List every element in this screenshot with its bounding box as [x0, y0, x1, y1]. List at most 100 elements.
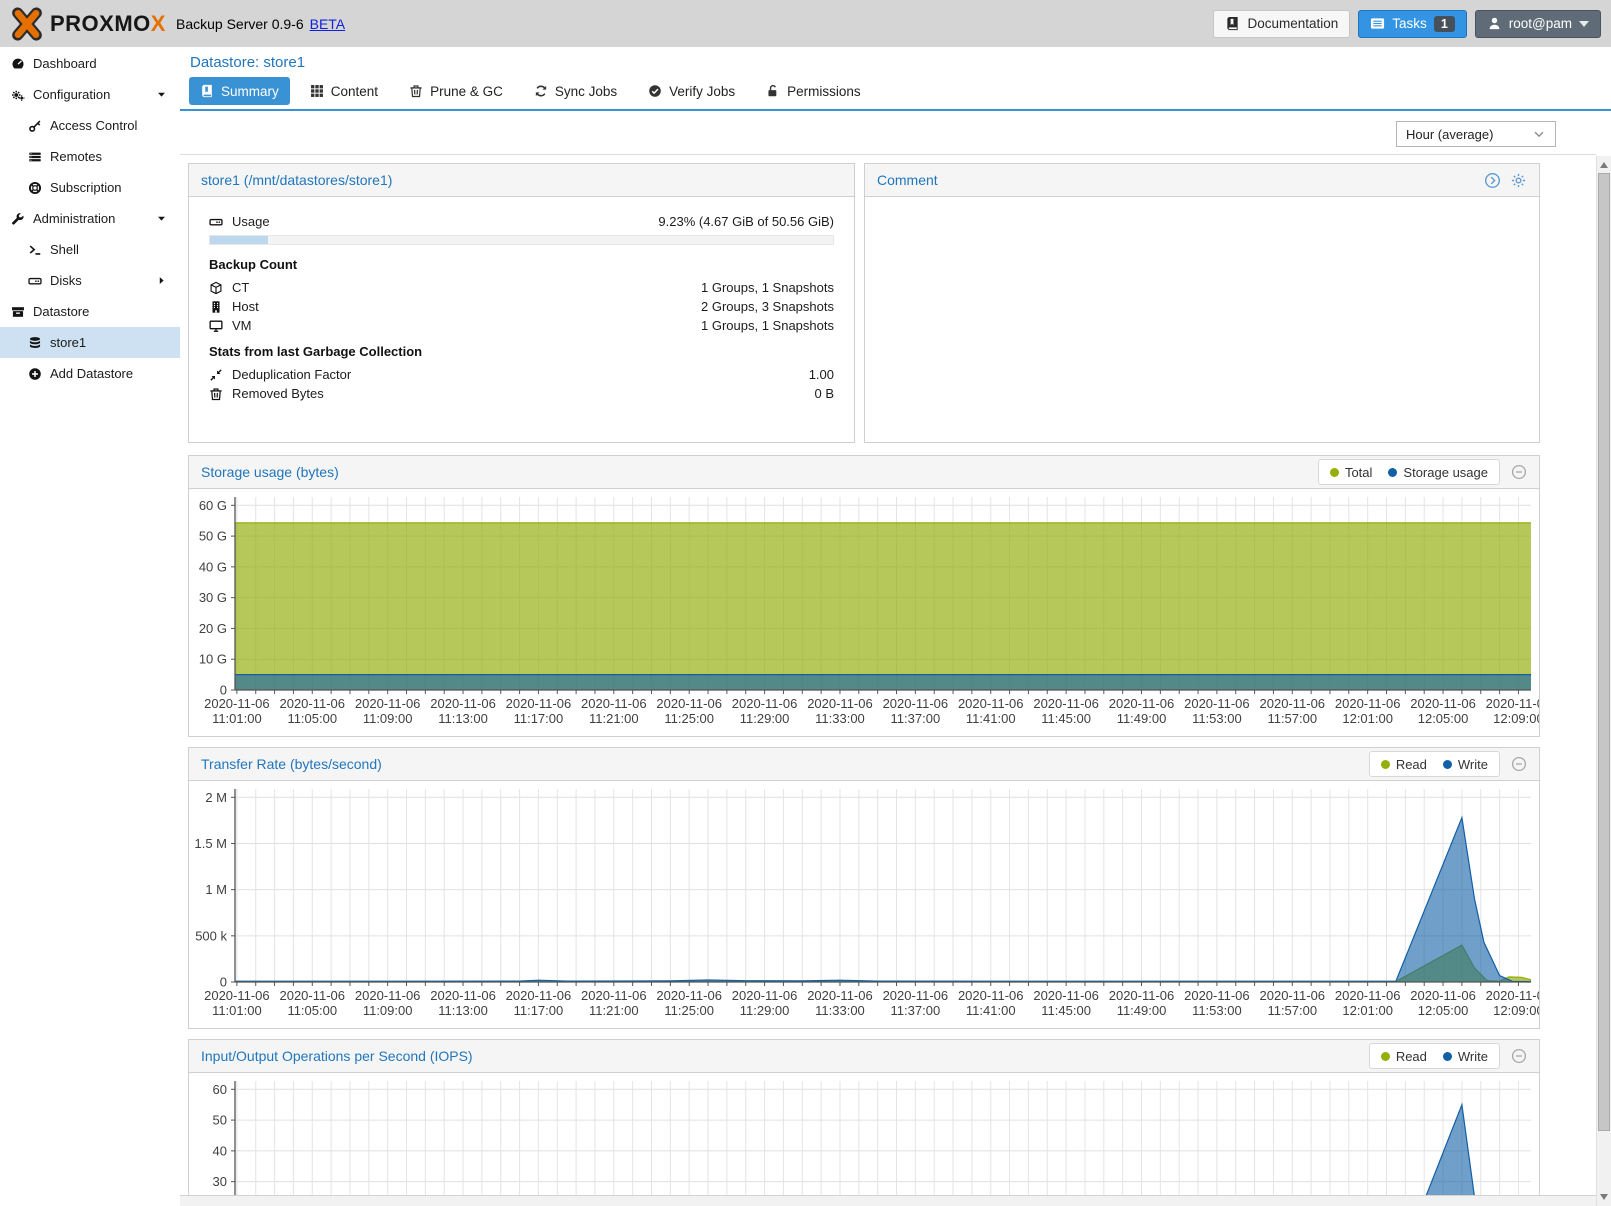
row-label: Deduplication Factor	[232, 367, 352, 382]
chart-plot-storage-usage-bytes: 010 G20 G30 G40 G50 G60 G2020-11-0611:01…	[199, 497, 1539, 726]
documentation-button[interactable]: Documentation	[1213, 9, 1351, 38]
chart-legend: Total Storage usage	[1317, 459, 1500, 485]
legend-item-read[interactable]: Read	[1380, 757, 1427, 772]
usage-progress	[209, 235, 834, 245]
scrollbar-thumb[interactable]	[1598, 173, 1610, 1131]
product-version: Backup Server 0.9-6	[175, 15, 304, 32]
svg-text:12:05:00: 12:05:00	[1418, 1003, 1469, 1018]
svg-text:11:37:00: 11:37:00	[891, 1003, 941, 1018]
svg-text:2 M: 2 M	[205, 790, 227, 805]
tab-sync-jobs[interactable]: Sync Jobs	[523, 77, 628, 105]
tasks-button[interactable]: Tasks 1	[1358, 9, 1467, 38]
sidebar-item-add-datastore[interactable]: Add Datastore	[0, 358, 180, 389]
sidebar-item-remotes[interactable]: Remotes	[0, 141, 180, 172]
svg-text:2020-11-06: 2020-11-06	[1184, 696, 1250, 711]
svg-text:2020-11-06: 2020-11-06	[1033, 988, 1099, 1003]
wrench-icon	[11, 212, 25, 226]
svg-text:2020-11-06: 2020-11-06	[1109, 988, 1175, 1003]
compress-icon	[209, 368, 223, 382]
sidebar-item-store1[interactable]: store1	[0, 327, 180, 358]
svg-text:11:01:00: 11:01:00	[212, 1003, 262, 1018]
archive-icon	[11, 305, 25, 319]
svg-text:2020-11-06: 2020-11-06	[958, 696, 1024, 711]
key-icon	[28, 119, 42, 133]
svg-text:0: 0	[220, 975, 227, 990]
tab-summary[interactable]: Summary	[189, 77, 290, 105]
sidebar-item-label: Remotes	[50, 149, 103, 164]
svg-text:2020-11-06: 2020-11-06	[1033, 696, 1099, 711]
sidebar-item-administration[interactable]: Administration	[0, 203, 180, 234]
svg-text:60 G: 60 G	[199, 498, 227, 513]
collapse-chart-button[interactable]	[1511, 464, 1527, 480]
chart-title: Transfer Rate (bytes/second)	[201, 756, 382, 772]
legend-label: Storage usage	[1403, 464, 1488, 480]
user-menu-button[interactable]: root@pam	[1474, 9, 1601, 38]
svg-text:2020-11-06: 2020-11-06	[279, 696, 345, 711]
legend-item-write[interactable]: Write	[1442, 757, 1488, 772]
collapse-chart-button[interactable]	[1511, 756, 1527, 772]
svg-text:11:21:00: 11:21:00	[589, 711, 639, 726]
proxmox-x-icon	[12, 6, 42, 41]
svg-text:11:53:00: 11:53:00	[1192, 711, 1242, 726]
comment-settings-button[interactable]	[1510, 172, 1527, 189]
svg-text:2020-11-06: 2020-11-06	[279, 988, 345, 1003]
scroll-down-button[interactable]	[1597, 1190, 1611, 1204]
svg-text:2020-11-06: 2020-11-06	[1109, 696, 1175, 711]
sidebar-item-label: Shell	[50, 242, 79, 257]
scroll-up-button[interactable]	[1597, 158, 1611, 172]
database-icon	[28, 336, 42, 350]
collapse-chart-button[interactable]	[1511, 1048, 1527, 1064]
legend-item-total[interactable]: Total	[1329, 465, 1372, 480]
sidebar-item-label: Dashboard	[33, 56, 97, 71]
svg-text:12:05:00: 12:05:00	[1418, 711, 1469, 726]
expand-comment-button[interactable]	[1484, 172, 1501, 189]
chart-legend: Read Write	[1368, 751, 1500, 777]
sidebar-item-configuration[interactable]: Configuration	[0, 79, 180, 110]
chart-header: Storage usage (bytes) Total Storage usage	[189, 456, 1539, 489]
legend-item-write[interactable]: Write	[1442, 1049, 1488, 1064]
sync-icon	[534, 84, 548, 98]
book-icon	[1225, 16, 1240, 31]
tab-content[interactable]: Content	[299, 77, 389, 105]
sidebar-item-shell[interactable]: Shell	[0, 234, 180, 265]
tab-label: Prune & GC	[430, 83, 503, 99]
tab-prune-gc[interactable]: Prune & GC	[398, 77, 514, 105]
svg-text:2020-11-06: 2020-11-06	[506, 988, 572, 1003]
sidebar-item-dashboard[interactable]: Dashboard	[0, 48, 180, 79]
sidebar-item-datastore[interactable]: Datastore	[0, 296, 180, 327]
page-title: Datastore: store1	[190, 54, 306, 71]
svg-text:2020-11-06: 2020-11-06	[807, 988, 873, 1003]
vertical-scrollbar[interactable]	[1596, 156, 1611, 1206]
tab-permissions[interactable]: Permissions	[755, 77, 872, 105]
svg-text:30: 30	[213, 1174, 227, 1189]
usage-progress-fill	[210, 236, 268, 244]
legend-item-read[interactable]: Read	[1380, 1049, 1427, 1064]
gc-stats-heading: Stats from last Garbage Collection	[209, 344, 423, 359]
svg-text:12:09:00: 12:09:00	[1493, 711, 1539, 726]
sidebar-item-subscription[interactable]: Subscription	[0, 172, 180, 203]
chart-panel-storage-usage-bytes: Storage usage (bytes) Total Storage usage 0…	[188, 455, 1540, 737]
tab-label: Content	[330, 83, 379, 99]
horizontal-scrollbar[interactable]	[180, 1195, 1596, 1206]
lifering-icon	[28, 181, 42, 195]
svg-text:2020-11-06: 2020-11-06	[958, 988, 1024, 1003]
sidebar-item-access-control[interactable]: Access Control	[0, 110, 180, 141]
svg-text:500 k: 500 k	[195, 928, 227, 943]
timeframe-select[interactable]: Hour (average)	[1396, 121, 1556, 147]
legend-item-storage-usage[interactable]: Storage usage	[1388, 465, 1488, 480]
sidebar-item-label: Configuration	[33, 87, 111, 102]
svg-text:11:29:00: 11:29:00	[740, 1003, 790, 1018]
backup-count-row-host: Host 2 Groups, 3 Snapshots	[209, 297, 834, 316]
gears-icon	[11, 88, 25, 102]
gc-row-removed-bytes: Removed Bytes 0 B	[209, 384, 834, 403]
datastore-summary-header: store1 (/mnt/datastores/store1)	[189, 164, 854, 197]
beta-link[interactable]: BETA	[309, 15, 346, 32]
svg-text:2020-11-06: 2020-11-06	[1335, 696, 1401, 711]
comment-body[interactable]	[865, 197, 1539, 212]
sidebar-item-disks[interactable]: Disks	[0, 265, 180, 296]
backup-count-row-vm: VM 1 Groups, 1 Snapshots	[209, 316, 834, 335]
tab-verify-jobs[interactable]: Verify Jobs	[637, 77, 746, 105]
svg-text:20 G: 20 G	[199, 621, 227, 636]
svg-text:11:17:00: 11:17:00	[514, 1003, 564, 1018]
